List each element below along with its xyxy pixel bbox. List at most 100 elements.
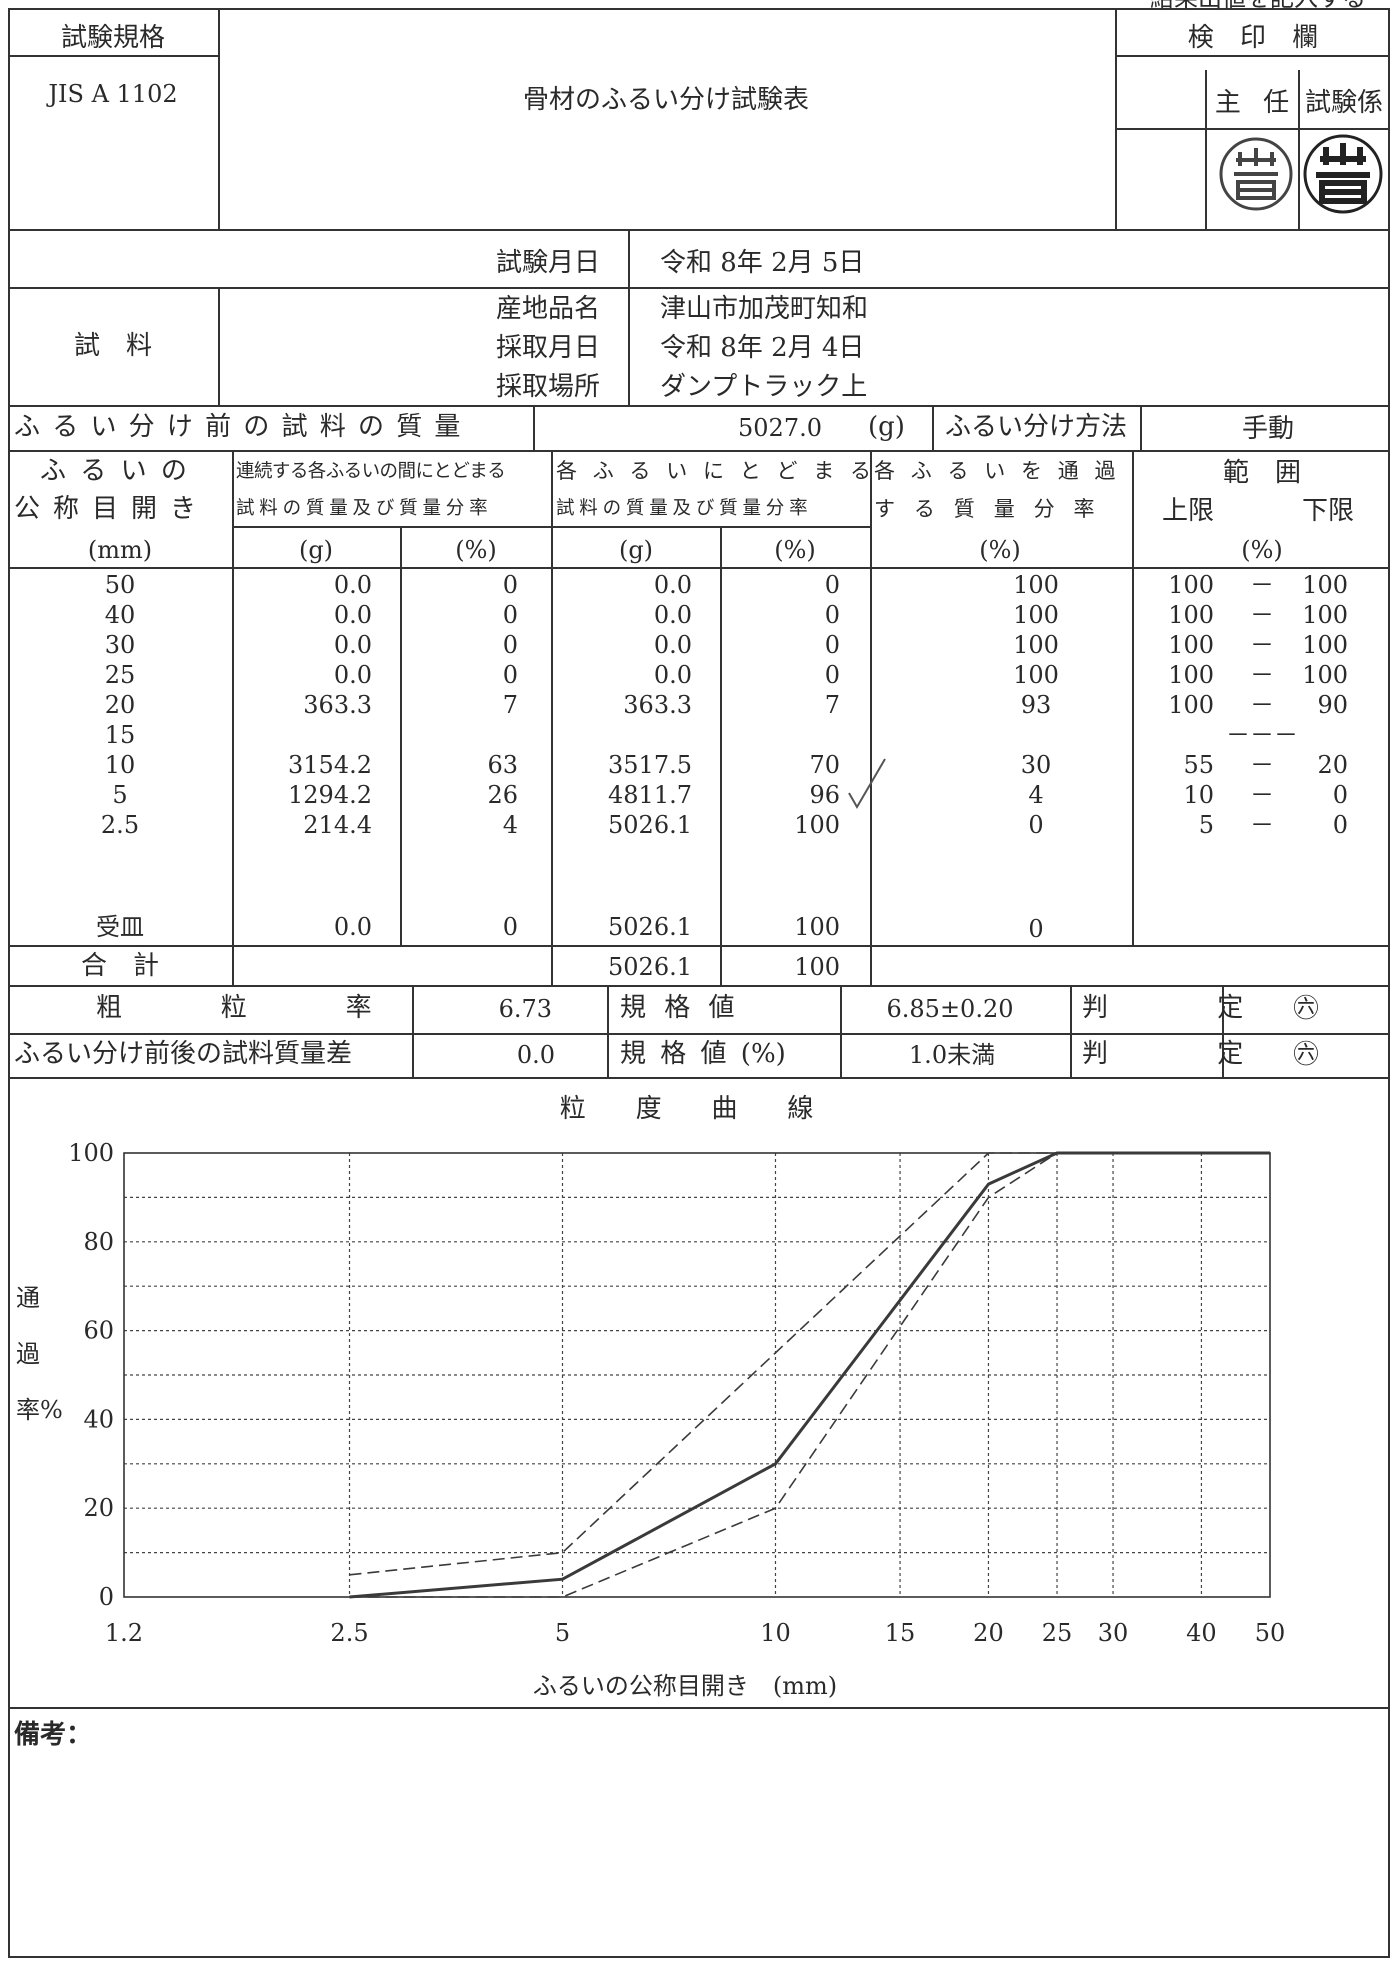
row-6-cum-mass: 3517.5 xyxy=(608,751,692,779)
col-cumulative-unit-pct: (%) xyxy=(774,536,816,564)
row-8-cum-mass: 5026.1 xyxy=(608,811,692,839)
row-2-pass: 100 xyxy=(1013,631,1059,659)
x-tick-label: 10 xyxy=(760,1619,791,1647)
row-1-pct: 0 xyxy=(502,601,518,629)
sampling-place-value: ダンプトラック上 xyxy=(660,372,868,402)
col-retained-between-unit-g: (g) xyxy=(298,536,334,564)
col-cumulative-unit-g: (g) xyxy=(618,536,654,564)
row-5-sieve: 15 xyxy=(104,721,136,749)
row-7-upper: 10 xyxy=(1183,781,1214,809)
spec-value-pct-label: 規 格 値 (%) xyxy=(620,1039,786,1069)
row-4-upper: 100 xyxy=(1168,691,1214,719)
row-0-pass: 100 xyxy=(1013,571,1059,599)
x-tick-label: 20 xyxy=(973,1619,1004,1647)
row-7-mass: 1294.2 xyxy=(288,781,372,809)
col-passing-unit: (%) xyxy=(979,536,1021,564)
mass-before-value: 5027.0 xyxy=(738,414,822,442)
col-passing-header-1: 各ふるいを通過 xyxy=(874,459,1132,483)
row-6-cum-pct: 70 xyxy=(809,751,840,779)
row-7-pct: 26 xyxy=(487,781,518,809)
row-1-cum-pct: 0 xyxy=(824,601,840,629)
method-value: 手動 xyxy=(1241,414,1295,444)
row-6-mass: 3154.2 xyxy=(288,751,372,779)
y-tick-label: 100 xyxy=(68,1139,114,1167)
row-4-lower: 90 xyxy=(1317,691,1348,719)
remarks-label: 備考： xyxy=(14,1720,93,1750)
row-8-lower: 0 xyxy=(1332,811,1348,839)
row-0-upper: 100 xyxy=(1168,571,1214,599)
plot-frame xyxy=(123,1152,1271,1598)
row-4-cum-mass: 363.3 xyxy=(623,691,692,719)
tester-label: 試験係 xyxy=(1304,88,1384,118)
limit-curve-1 xyxy=(349,1152,1270,1576)
col-retained-between-unit-pct: (%) xyxy=(455,536,497,564)
col-cumulative-header-1: 各ふるいにとどまる xyxy=(556,459,887,483)
row-8-cum-pct: 100 xyxy=(794,811,840,839)
col-sieve-header-1: ふるいの xyxy=(40,456,202,486)
col-cumulative-header-2: 試料の質量及び質量分率 xyxy=(556,498,813,519)
y-tick-label: 60 xyxy=(83,1317,114,1345)
col-retained-between-header-2: 試料の質量及び質量分率 xyxy=(236,498,493,519)
row-7-sieve: 5 xyxy=(112,781,128,809)
row-2-mass: 0.0 xyxy=(333,631,372,659)
row-6-dash: － xyxy=(1250,751,1274,779)
row-0-dash: － xyxy=(1250,571,1274,599)
check-mark xyxy=(848,758,886,809)
chart-title: 粒 度 曲 線 xyxy=(559,1094,835,1124)
pan-sieve: 受皿 xyxy=(96,913,144,941)
row-7-pass: 4 xyxy=(1028,781,1044,809)
row-3-upper: 100 xyxy=(1168,661,1214,689)
mass-before-label: ふるい分け前の試料の質量 xyxy=(14,412,473,442)
row-1-pass: 100 xyxy=(1013,601,1059,629)
form-frame xyxy=(8,8,1390,1958)
judgement-pass-mark: ㊅ xyxy=(1292,994,1320,1024)
row-7-cum-pct: 96 xyxy=(809,781,840,809)
chief-seal-stamp xyxy=(1219,137,1293,211)
row-4-pct: 7 xyxy=(502,691,518,719)
row-0-mass: 0.0 xyxy=(333,571,372,599)
row-0-lower: 100 xyxy=(1302,571,1348,599)
row-2-dash: － xyxy=(1250,631,1274,659)
row-0-sieve: 50 xyxy=(104,571,136,599)
row-3-dash: － xyxy=(1250,661,1274,689)
row-8-upper: 5 xyxy=(1198,811,1214,839)
row-2-lower: 100 xyxy=(1302,631,1348,659)
col-retained-between-header-1: 連続する各ふるいの間にとどまる xyxy=(236,461,506,482)
row-4-mass: 363.3 xyxy=(303,691,372,719)
row-0-cum-mass: 0.0 xyxy=(653,571,692,599)
x-tick-label: 5 xyxy=(555,1619,570,1647)
chart-y-axis-label: 通過率% xyxy=(16,1270,63,1438)
col-range-header: 範 囲 xyxy=(1222,458,1302,488)
fineness-modulus-label: 粗 粒 率 xyxy=(96,993,409,1023)
row-3-mass: 0.0 xyxy=(333,661,372,689)
col-range-lower: 下限 xyxy=(1302,496,1355,526)
judgement-2-pass-mark: ㊅ xyxy=(1292,1040,1320,1070)
test-date-label: 試験月日 xyxy=(495,248,600,278)
spec-value: 6.85±0.20 xyxy=(886,995,1014,1023)
row-0-cum-pct: 0 xyxy=(824,571,840,599)
sampling-date-label: 採取月日 xyxy=(495,333,600,363)
x-tick-label: 50 xyxy=(1255,1619,1286,1647)
col-sieve-header-2: 公称目開き xyxy=(14,494,210,524)
limit-curve-2 xyxy=(349,1152,1270,1598)
row-1-cum-mass: 0.0 xyxy=(653,601,692,629)
row-3-cum-pct: 0 xyxy=(824,661,840,689)
col-range-upper: 上限 xyxy=(1162,496,1215,526)
row-3-pct: 0 xyxy=(502,661,518,689)
row-3-cum-mass: 0.0 xyxy=(653,661,692,689)
row-7-lower: 0 xyxy=(1332,781,1348,809)
pan-mass: 0.0 xyxy=(333,913,372,941)
row-1-mass: 0.0 xyxy=(333,601,372,629)
row-6-pct: 63 xyxy=(487,751,518,779)
tester-seal-stamp xyxy=(1303,134,1383,214)
row-3-lower: 100 xyxy=(1302,661,1348,689)
origin-value: 津山市加茂町知和 xyxy=(660,294,869,324)
pan-pct: 0 xyxy=(502,913,518,941)
col-sieve-unit: (mm) xyxy=(87,536,153,564)
test-date-value: 令和 8年 2月 5日 xyxy=(660,248,865,278)
x-tick-label: 25 xyxy=(1042,1619,1073,1647)
row-7-cum-mass: 4811.7 xyxy=(608,781,692,809)
row-4-pass: 93 xyxy=(1020,691,1052,719)
pan-pass: 0 xyxy=(1028,915,1044,943)
